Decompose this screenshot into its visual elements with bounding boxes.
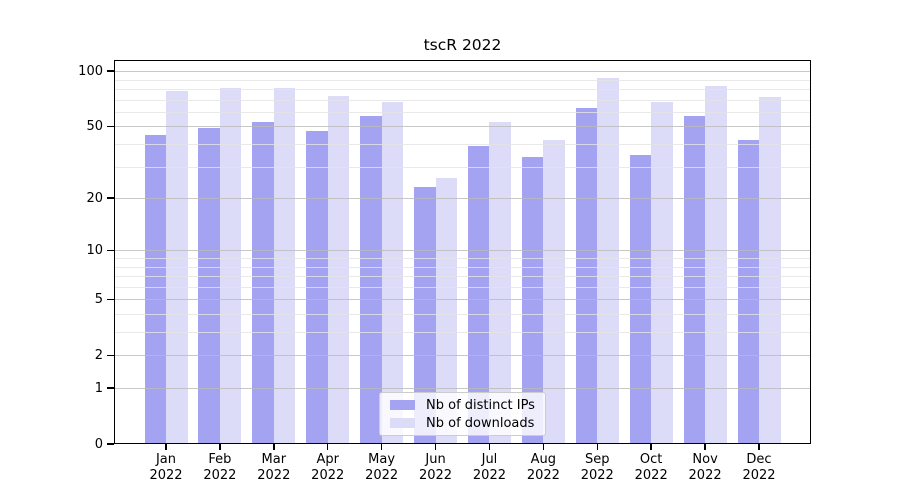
x-tick-label-nov: Nov 2022 xyxy=(675,452,735,484)
bar-nb-of-distinct-ips-oct xyxy=(629,154,652,444)
bar-nb-of-downloads-feb xyxy=(219,88,242,444)
x-tick-month: Jul xyxy=(481,452,498,467)
bar-nb-of-downloads-sep xyxy=(597,77,619,444)
x-tick-mark-mar xyxy=(273,444,275,450)
x-tick-label-jun: Jun 2022 xyxy=(406,452,466,484)
y-tick-mark-100 xyxy=(107,70,114,72)
bar-nb-of-distinct-ips-feb xyxy=(198,127,220,444)
x-tick-year: 2022 xyxy=(257,468,291,483)
bar-nb-of-distinct-ips-apr xyxy=(306,131,328,444)
y-tick-mark-0 xyxy=(107,443,114,445)
x-tick-month: Sep xyxy=(585,452,610,467)
y-tick-label-5: 5 xyxy=(94,291,103,307)
bar-nb-of-downloads-jan xyxy=(166,91,188,444)
x-tick-month: Dec xyxy=(746,452,772,467)
x-tick-mark-nov xyxy=(704,444,706,450)
legend-label-distinct-ips: Nb of distinct IPs xyxy=(426,397,535,413)
x-tick-mark-sep xyxy=(596,444,599,450)
y-tick-label-50: 50 xyxy=(86,118,103,134)
y-tick-label-20: 20 xyxy=(86,190,103,206)
bar-nb-of-downloads-mar xyxy=(273,88,296,444)
bar-nb-of-downloads-jul xyxy=(489,121,511,444)
x-tick-year: 2022 xyxy=(688,468,722,483)
bars-layer xyxy=(114,60,811,444)
bar-nb-of-distinct-ips-jun xyxy=(414,187,436,444)
x-tick-year: 2022 xyxy=(472,468,506,483)
bar-nb-of-distinct-ips-aug xyxy=(521,156,544,444)
x-tick-year: 2022 xyxy=(526,468,560,483)
y-tick-label-100: 100 xyxy=(78,63,103,79)
chart-title: tscR 2022 xyxy=(423,36,502,54)
y-tick-mark-2 xyxy=(107,354,114,356)
bar-nb-of-downloads-aug xyxy=(543,140,565,444)
y-tick-label-10: 10 xyxy=(86,242,103,258)
x-tick-month: Apr xyxy=(316,452,339,467)
legend: Nb of distinct IPs Nb of downloads xyxy=(379,392,546,436)
x-tick-mark-feb xyxy=(219,444,221,450)
x-tick-label-oct: Oct 2022 xyxy=(621,452,681,484)
bar-nb-of-distinct-ips-nov xyxy=(683,116,706,444)
y-tick-mark-50 xyxy=(107,125,114,128)
bar-nb-of-distinct-ips-may xyxy=(360,116,382,444)
y-tick-mark-20 xyxy=(107,197,114,199)
x-tick-label-jan: Jan 2022 xyxy=(136,452,196,484)
legend-swatch-distinct-ips xyxy=(390,400,415,410)
y-tick-label-0: 0 xyxy=(94,436,103,452)
x-tick-label-feb: Feb 2022 xyxy=(190,452,250,484)
bar-nb-of-distinct-ips-dec xyxy=(737,140,759,444)
x-tick-year: 2022 xyxy=(634,468,668,483)
x-tick-mark-jun xyxy=(434,444,437,450)
y-tick-mark-1 xyxy=(107,387,114,389)
y-tick-label-2: 2 xyxy=(94,347,103,363)
x-tick-year: 2022 xyxy=(203,468,237,483)
bar-nb-of-distinct-ips-jul xyxy=(467,146,490,444)
x-tick-month: Nov xyxy=(692,452,718,467)
x-tick-label-apr: Apr 2022 xyxy=(298,452,358,484)
bar-nb-of-distinct-ips-sep xyxy=(575,108,598,444)
y-tick-label-1: 1 xyxy=(94,380,103,396)
x-tick-mark-oct xyxy=(650,444,652,450)
x-tick-label-jul: Jul 2022 xyxy=(459,452,519,484)
x-tick-month: Aug xyxy=(530,452,557,467)
x-tick-mark-dec xyxy=(758,444,760,450)
x-tick-label-sep: Sep 2022 xyxy=(567,452,627,484)
x-tick-year: 2022 xyxy=(580,468,614,483)
x-tick-label-dec: Dec 2022 xyxy=(729,452,789,484)
x-tick-year: 2022 xyxy=(365,468,399,483)
x-tick-year: 2022 xyxy=(149,468,183,483)
y-tick-mark-10 xyxy=(107,249,114,252)
legend-item-distinct-ips: Nb of distinct IPs xyxy=(388,398,537,413)
x-tick-mark-jul xyxy=(488,444,491,450)
x-tick-year: 2022 xyxy=(311,468,345,483)
x-tick-label-aug: Aug 2022 xyxy=(513,452,573,484)
x-tick-month: Jun xyxy=(425,452,446,467)
x-tick-month: Mar xyxy=(261,452,287,467)
x-tick-year: 2022 xyxy=(418,468,453,483)
bar-nb-of-downloads-may xyxy=(381,101,404,444)
x-tick-month: Oct xyxy=(639,452,663,467)
bar-nb-of-downloads-nov xyxy=(705,86,727,444)
y-tick-mark-5 xyxy=(107,298,114,300)
x-tick-month: Jan xyxy=(155,452,177,467)
legend-label-downloads: Nb of downloads xyxy=(426,415,535,431)
bar-nb-of-distinct-ips-jan xyxy=(144,134,166,444)
x-tick-month: Feb xyxy=(208,452,232,467)
x-tick-mark-may xyxy=(380,444,383,450)
x-tick-year: 2022 xyxy=(742,468,776,483)
x-tick-mark-apr xyxy=(326,444,329,450)
legend-swatch-downloads xyxy=(390,418,415,428)
legend-item-downloads: Nb of downloads xyxy=(388,416,537,431)
bar-nb-of-distinct-ips-mar xyxy=(252,121,274,444)
bar-nb-of-downloads-dec xyxy=(759,97,781,444)
bar-nb-of-downloads-oct xyxy=(651,101,673,444)
x-tick-label-mar: Mar 2022 xyxy=(244,452,304,484)
bar-nb-of-downloads-apr xyxy=(327,96,350,444)
x-tick-month: May xyxy=(368,452,396,467)
plot-area: Nb of distinct IPs Nb of downloads xyxy=(114,60,811,444)
bar-nb-of-downloads-jun xyxy=(435,177,458,444)
x-tick-mark-aug xyxy=(542,444,545,450)
x-tick-label-may: May 2022 xyxy=(352,452,412,484)
x-tick-mark-jan xyxy=(165,444,167,450)
